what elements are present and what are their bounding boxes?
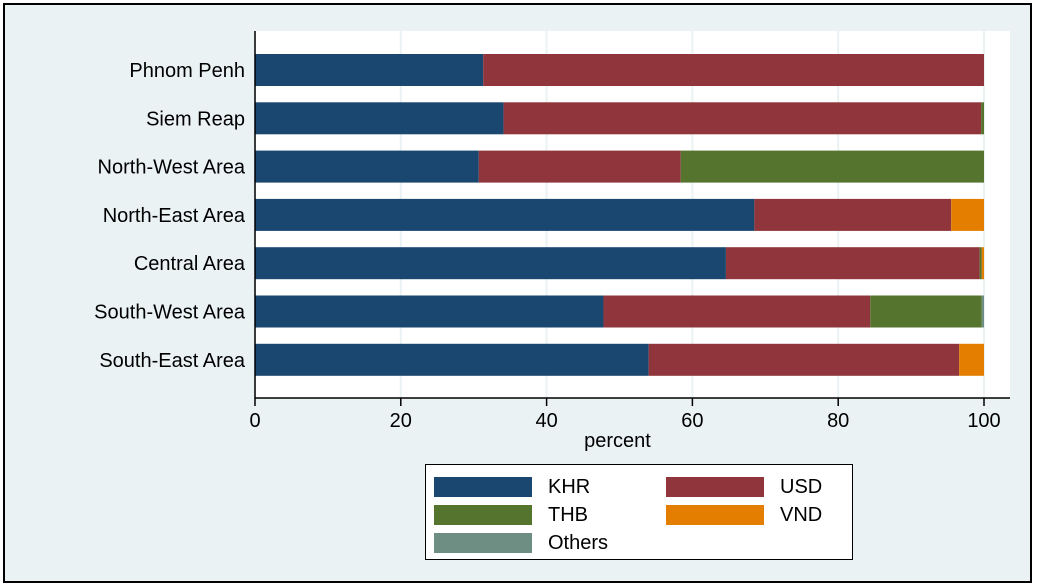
bar-north-west-area-usd: [478, 150, 681, 183]
bar-north-west-area-khr: [255, 150, 479, 183]
legend-item-thb: THB: [434, 503, 588, 527]
legend-item-vnd: VND: [666, 503, 822, 527]
stacked-bar-chart: Phnom Penh Siem Reap North-West Area North-…: [94, 31, 1010, 452]
x-tick-label: 80: [827, 410, 849, 432]
bar-south-west-area-thb: [870, 295, 982, 328]
bar-north-east-area-usd: [754, 198, 952, 231]
legend-item-others: Others: [434, 531, 608, 555]
chart-frame: Phnom Penh Siem Reap North-West Area North-…: [3, 3, 1032, 583]
bar-siem-reap-khr: [255, 102, 504, 135]
y-tick-label: Siem Reap: [146, 108, 245, 130]
bar-north-east-area-vnd: [951, 198, 984, 231]
x-tick-label: 100: [967, 410, 1000, 432]
legend-swatch: [434, 505, 532, 525]
bar-north-east-area-khr: [255, 198, 755, 231]
legend-item-khr: KHR: [434, 475, 590, 499]
bar-siem-reap-usd: [503, 102, 982, 135]
legend-label: VND: [780, 503, 823, 526]
bar-central-area-khr: [255, 247, 726, 280]
bar-south-east-area-khr: [255, 343, 649, 376]
bar-phnom-penh-khr: [255, 54, 484, 86]
y-tick-label: North-East Area: [103, 205, 246, 227]
bar-siem-reap-thb: [981, 102, 984, 135]
x-axis-title: percent: [584, 430, 651, 452]
x-tick-label: 20: [390, 410, 412, 432]
legend-swatch: [434, 477, 532, 497]
legend-label: Others: [548, 531, 609, 554]
bar-central-area-usd: [725, 247, 980, 280]
bar-south-east-area-vnd: [959, 343, 984, 376]
y-tick-label: Phnom Penh: [129, 60, 245, 82]
y-tick-label: South-West Area: [94, 302, 246, 324]
y-tick-label: Central Area: [134, 253, 246, 275]
legend-swatch: [434, 533, 532, 553]
bar-south-west-area-usd: [603, 295, 871, 328]
x-tick-label: 40: [535, 410, 557, 432]
bar-central-area-thb: [979, 247, 982, 280]
legend-swatch: [666, 477, 764, 497]
legend-label: KHR: [548, 475, 591, 498]
x-tick-label: 0: [249, 410, 260, 432]
bar-south-east-area-usd: [648, 343, 960, 376]
legend: KHR USD THB VND Others: [425, 464, 853, 560]
y-tick-label: South-East Area: [99, 350, 246, 372]
legend-swatch: [666, 505, 764, 525]
legend-label: THB: [548, 503, 588, 526]
legend-label: USD: [780, 475, 823, 498]
bar-phnom-penh-usd: [483, 54, 984, 86]
legend-item-usd: USD: [666, 475, 822, 499]
bar-north-west-area-thb: [680, 150, 984, 183]
bar-central-area-vnd: [981, 247, 984, 280]
bar-south-west-area-others: [981, 295, 984, 328]
y-tick-label: North-West Area: [98, 157, 246, 179]
bar-south-west-area-khr: [255, 295, 604, 328]
x-tick-label: 60: [681, 410, 703, 432]
